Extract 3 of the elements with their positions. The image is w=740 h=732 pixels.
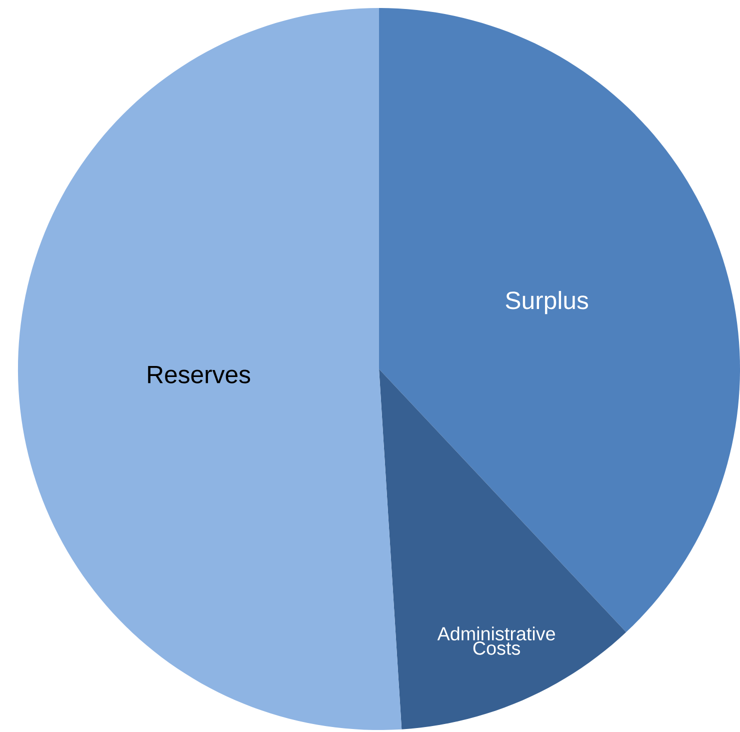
slice-label: Reserves	[148, 366, 250, 384]
slice-label: Surplus	[506, 290, 588, 314]
slice-label: Administrative Costs	[437, 626, 555, 655]
